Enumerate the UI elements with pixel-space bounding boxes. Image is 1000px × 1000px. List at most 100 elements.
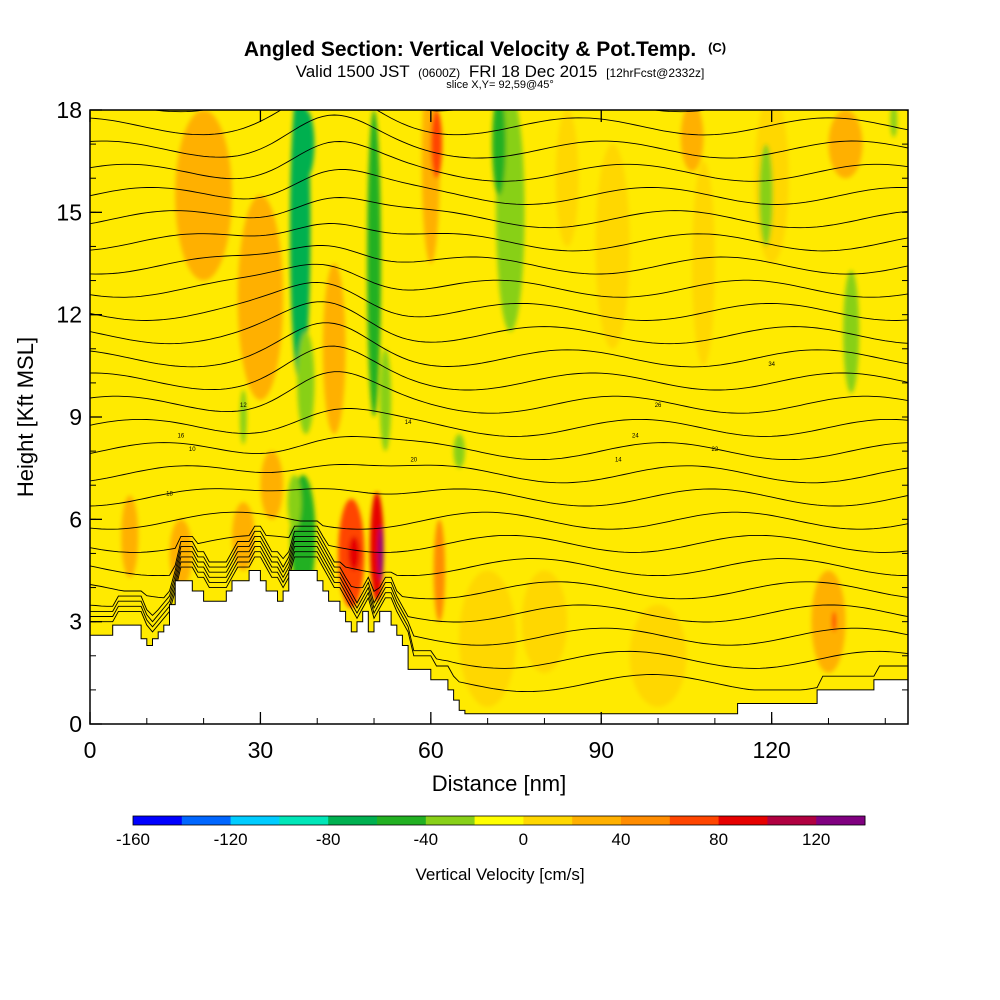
- terrain: [90, 570, 908, 724]
- isentrope-line: [90, 223, 908, 252]
- velocity-cell: [831, 611, 837, 632]
- slice-info: slice X,Y= 92,59@45°: [446, 79, 554, 91]
- velocity-cell: [260, 451, 284, 520]
- isentrope-line: [90, 436, 908, 461]
- velocity-cell: [287, 474, 302, 530]
- contour-label: 16: [178, 433, 185, 439]
- subtitle-date: FRI 18 Dec 2015: [469, 62, 598, 81]
- colorbar-frame: [132, 815, 866, 826]
- contour-label: 26: [655, 403, 662, 409]
- isentrope-lines: 18 10 16 12 14 20 14 24 26 22 34: [90, 110, 908, 693]
- isentrope-line: [90, 511, 908, 530]
- isentrope-line: [90, 245, 908, 275]
- y-tick-label: 6: [69, 506, 82, 532]
- velocity-cell: [759, 144, 773, 247]
- velocity-cell: [828, 110, 863, 179]
- isentrope-line: [90, 488, 908, 507]
- x-tick-label: 30: [248, 737, 274, 763]
- contour-label: 18: [166, 491, 173, 497]
- velocity-cell: [492, 110, 506, 196]
- plot-area: 18 10 16 12 14 20 14 24 26 22 34 0 30 60 90 120 0 3 6 9 12…: [13, 97, 909, 796]
- velocity-cell: [322, 263, 346, 435]
- velocity-cell: [297, 331, 315, 435]
- colorbar-swatch: [377, 816, 427, 825]
- subtitle-utc: (0600Z): [418, 66, 460, 80]
- velocity-cell: [378, 526, 384, 581]
- svg-text:Angled Section: Vertical Veloc: Angled Section: Vertical Velocity & Pot.…: [244, 38, 726, 61]
- colorbar-swatch: [523, 816, 573, 825]
- contour-label: 12: [240, 403, 247, 409]
- velocity-cell: [629, 604, 687, 707]
- isentrope-line: [90, 263, 908, 298]
- isentrope-line: [90, 530, 908, 577]
- velocity-cell: [843, 270, 860, 394]
- velocity-cell: [367, 110, 381, 417]
- isentrope-line: [90, 535, 908, 600]
- colorbar-tick-label: -40: [414, 830, 439, 849]
- subtitle-valid: Valid 1500 JST: [296, 62, 410, 81]
- colorbar-tick-label: -120: [214, 830, 248, 849]
- colorbar-swatch: [669, 816, 720, 825]
- velocity-cell: [121, 495, 139, 578]
- contour-label: 10: [189, 447, 196, 453]
- colorbar-swatch: [767, 816, 817, 825]
- isentrope-line: [90, 301, 908, 345]
- velocity-cell: [453, 434, 465, 469]
- x-axis: 0 30 60 90 120: [84, 110, 886, 763]
- colorbar-swatch: [474, 816, 524, 825]
- isentrope-line: [90, 525, 908, 553]
- velocity-cell: [239, 389, 247, 445]
- x-tick-label: 90: [588, 737, 614, 763]
- isentrope-line: [90, 322, 908, 368]
- isentrope-line: [90, 551, 908, 669]
- isentrope-line: [90, 141, 908, 182]
- velocity-cell: [811, 570, 846, 673]
- velocity-cell: [680, 110, 704, 172]
- velocity-cell: [521, 570, 568, 673]
- y-tick-label: 18: [56, 97, 82, 123]
- velocity-cell: [555, 110, 579, 247]
- contour-label: 14: [615, 457, 622, 463]
- velocity-cell: [175, 110, 233, 281]
- colorbar-swatch: [230, 816, 280, 825]
- colorbar-swatch: [181, 816, 232, 825]
- colorbar-swatch: [425, 816, 476, 825]
- velocity-cell: [430, 110, 443, 179]
- colorbar-label: Vertical Velocity [cm/s]: [415, 865, 584, 884]
- velocity-cell: [379, 348, 392, 452]
- y-axis: 0 3 6 9 12 15 18: [56, 97, 908, 737]
- svg-text:Valid 1500 JST (0600Z): Valid 1500 JST (0600Z) FRI 18 Dec 2015 […: [296, 62, 705, 81]
- isentrope-line: [90, 408, 908, 437]
- isentrope-line: [90, 114, 908, 159]
- isentrope-line: [90, 556, 908, 693]
- y-tick-label: 15: [56, 199, 82, 225]
- isentrope-line: [90, 197, 908, 229]
- velocity-cell: [348, 536, 360, 571]
- contour-label: 24: [632, 433, 639, 439]
- colorbar-tick-label: 120: [802, 830, 830, 849]
- contour-label: 14: [405, 420, 412, 426]
- isentrope-line: [90, 371, 908, 414]
- colorbar-swatch: [328, 816, 378, 825]
- x-tick-label: 0: [84, 737, 97, 763]
- y-tick-label: 12: [56, 302, 82, 328]
- x-axis-label: Distance [nm]: [432, 771, 567, 796]
- isentrope-line: [90, 546, 908, 646]
- colorbar-swatch: [718, 816, 768, 825]
- colorbar-tick-label: 40: [612, 830, 631, 849]
- isentrope-line: [90, 168, 908, 205]
- y-tick-label: 0: [69, 711, 82, 737]
- y-tick-label: 9: [69, 404, 82, 430]
- colorbar-swatch: [279, 816, 329, 825]
- subtitle-forecast: [12hrFcst@2332z]: [606, 66, 704, 80]
- colorbar-swatch: [572, 816, 622, 825]
- velocity-cell: [433, 519, 446, 622]
- y-axis-label: Height [Kft MSL]: [13, 337, 38, 497]
- isentrope-line: [90, 464, 908, 484]
- isentrope-line: [90, 110, 908, 136]
- contour-label: 20: [410, 457, 417, 463]
- contour-label: 34: [768, 362, 775, 368]
- isentrope-line: [90, 345, 908, 391]
- velocity-cell: [890, 110, 898, 138]
